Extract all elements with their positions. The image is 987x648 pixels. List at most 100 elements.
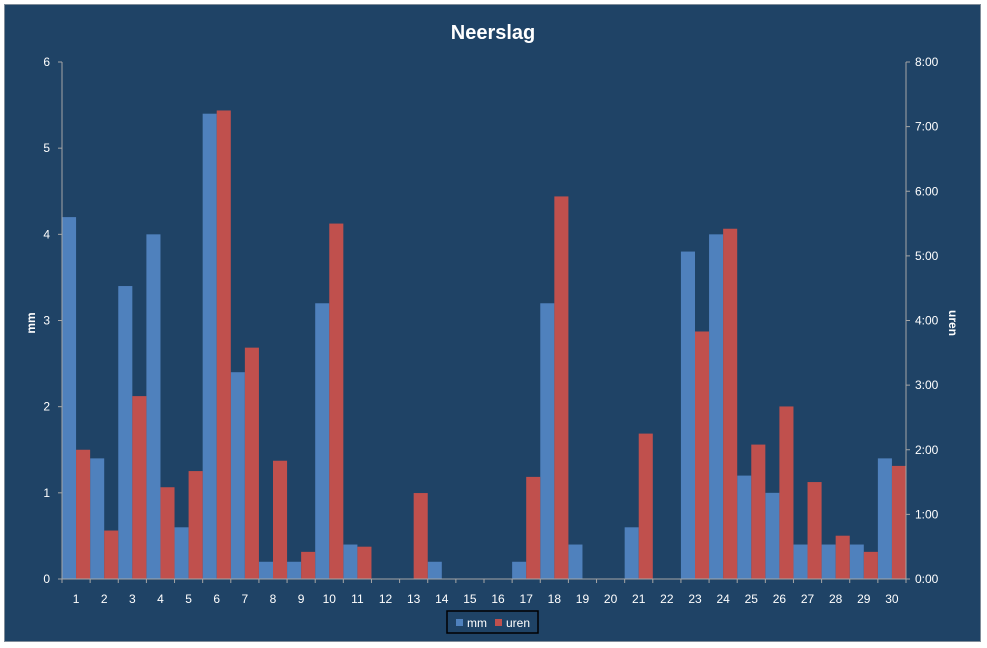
bar-mm-28 bbox=[821, 544, 836, 579]
chart-frame: Neerslag 0 1 2 3 4 5 6 0:00 1:00 2:00 3:00 4:00 5:00… bbox=[4, 4, 981, 642]
x-tick-label: 30 bbox=[885, 592, 899, 606]
bar-uren-28 bbox=[835, 535, 850, 579]
bar-mm-2 bbox=[90, 458, 105, 579]
bar-mm-17 bbox=[512, 561, 527, 579]
bar-mm-6 bbox=[202, 113, 217, 579]
bar-mm-5 bbox=[174, 527, 189, 579]
y2-tick-label: 5:00 bbox=[915, 249, 939, 263]
legend-swatch-mm bbox=[456, 619, 463, 626]
x-tick-label: 19 bbox=[576, 592, 590, 606]
x-tick-label: 26 bbox=[773, 592, 787, 606]
chart-title: Neerslag bbox=[451, 22, 536, 44]
bar-mm-9 bbox=[287, 561, 302, 579]
x-tick-label: 17 bbox=[520, 592, 534, 606]
y2-tick-label: 0:00 bbox=[915, 572, 939, 586]
bar-uren-21 bbox=[638, 433, 653, 579]
x-tick-label: 6 bbox=[213, 592, 220, 606]
x-tick-label: 22 bbox=[660, 592, 674, 606]
bar-mm-29 bbox=[849, 544, 864, 579]
y-tick-label: 2 bbox=[43, 400, 50, 414]
legend: mm uren bbox=[446, 610, 539, 634]
bar-uren-7 bbox=[244, 347, 259, 579]
bar-uren-23 bbox=[695, 331, 710, 579]
x-tick-label: 1 bbox=[73, 592, 80, 606]
y2-tick-label: 6:00 bbox=[915, 184, 939, 198]
y-tick-label: 0 bbox=[43, 572, 50, 586]
y-tick-label: 1 bbox=[43, 486, 50, 500]
bar-uren-29 bbox=[863, 551, 878, 579]
x-tick-label: 21 bbox=[632, 592, 646, 606]
legend-label-uren: uren bbox=[506, 616, 530, 630]
legend-label-mm: mm bbox=[467, 616, 487, 630]
bar-uren-13 bbox=[413, 493, 428, 579]
y2-axis-title: uren bbox=[946, 310, 960, 336]
x-tick-label: 5 bbox=[185, 592, 192, 606]
bar-mm-19 bbox=[568, 544, 583, 579]
bar-mm-4 bbox=[146, 234, 161, 580]
x-tick-label: 27 bbox=[801, 592, 815, 606]
bar-uren-30 bbox=[891, 465, 906, 579]
bar-uren-4 bbox=[160, 487, 175, 579]
y-tick-label: 6 bbox=[43, 55, 50, 69]
y-tick-label: 5 bbox=[43, 141, 50, 155]
x-tick-label: 11 bbox=[351, 592, 364, 606]
bar-mm-11 bbox=[343, 544, 358, 579]
bar-uren-6 bbox=[216, 110, 231, 579]
bar-mm-24 bbox=[709, 234, 724, 580]
x-tick-label: 15 bbox=[463, 592, 477, 606]
y2-tick-label: 3:00 bbox=[915, 378, 939, 392]
bar-mm-10 bbox=[315, 303, 330, 579]
x-tick-label: 13 bbox=[407, 592, 421, 606]
x-tick-label: 14 bbox=[435, 592, 449, 606]
x-tick-label: 18 bbox=[548, 592, 562, 606]
bar-uren-1 bbox=[76, 449, 91, 579]
bar-uren-9 bbox=[301, 551, 316, 579]
x-tick-label: 3 bbox=[129, 592, 136, 606]
bar-mm-26 bbox=[765, 492, 780, 579]
x-tick-label: 4 bbox=[157, 592, 164, 606]
bar-mm-18 bbox=[540, 303, 555, 579]
x-tick-label: 23 bbox=[688, 592, 702, 606]
bar-uren-18 bbox=[554, 196, 569, 580]
x-tick-label: 25 bbox=[745, 592, 759, 606]
y2-tick-label: 8:00 bbox=[915, 55, 939, 69]
bar-uren-3 bbox=[132, 396, 147, 579]
bar-mm-25 bbox=[737, 475, 752, 579]
bar-mm-1 bbox=[62, 217, 77, 579]
bar-uren-11 bbox=[357, 546, 372, 579]
x-tick-label: 28 bbox=[829, 592, 843, 606]
y2-tick-label: 7:00 bbox=[915, 120, 939, 134]
bar-mm-14 bbox=[427, 561, 442, 579]
chart-canvas: Neerslag 01234560:001:002:003:004:005:00… bbox=[24, 22, 960, 634]
y-tick-label: 4 bbox=[43, 227, 50, 241]
bar-uren-8 bbox=[273, 460, 288, 579]
legend-swatch-uren bbox=[495, 619, 502, 626]
x-tick-label: 8 bbox=[270, 592, 277, 606]
plot-area: 01234560:001:002:003:004:005:006:007:008… bbox=[43, 55, 938, 606]
x-tick-label: 9 bbox=[298, 592, 305, 606]
y2-tick-label: 2:00 bbox=[915, 443, 939, 457]
x-tick-label: 12 bbox=[379, 592, 393, 606]
x-tick-label: 24 bbox=[716, 592, 730, 606]
bar-mm-7 bbox=[230, 372, 245, 579]
bar-uren-24 bbox=[723, 228, 738, 580]
legend-box bbox=[446, 610, 539, 634]
bar-uren-17 bbox=[526, 476, 541, 579]
bar-mm-8 bbox=[258, 561, 273, 579]
bar-mm-23 bbox=[680, 251, 695, 580]
x-tick-label: 29 bbox=[857, 592, 871, 606]
x-tick-label: 20 bbox=[604, 592, 618, 606]
x-tick-label: 2 bbox=[101, 592, 108, 606]
bar-mm-21 bbox=[624, 527, 639, 579]
x-tick-label: 10 bbox=[323, 592, 337, 606]
bar-uren-10 bbox=[329, 223, 344, 579]
bar-uren-2 bbox=[104, 530, 119, 579]
bar-uren-5 bbox=[188, 471, 203, 579]
y2-tick-label: 1:00 bbox=[915, 507, 939, 521]
bar-uren-26 bbox=[779, 406, 794, 579]
bar-mm-3 bbox=[118, 286, 133, 579]
bar-mm-30 bbox=[877, 458, 892, 579]
x-tick-label: 7 bbox=[242, 592, 249, 606]
y-tick-label: 3 bbox=[43, 314, 50, 328]
y-axis-title: mm bbox=[24, 312, 38, 333]
